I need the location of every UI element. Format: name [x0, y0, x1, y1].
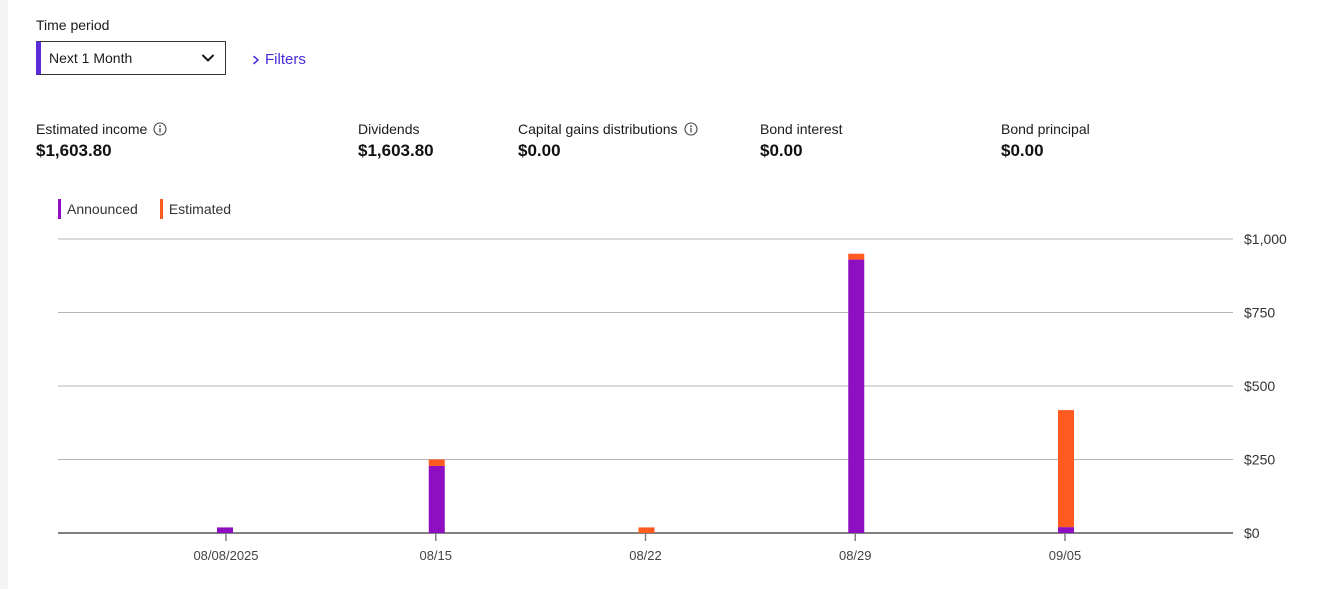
chart-legend: Announced Estimated — [58, 199, 231, 219]
stat-label: Estimated income — [36, 121, 148, 137]
stat-value: $1,603.80 — [358, 141, 434, 160]
legend-label: Announced — [67, 201, 138, 217]
legend-label: Estimated — [168, 201, 232, 217]
time-period-value: Next 1 Month — [49, 50, 133, 66]
x-tick-label: 08/22 — [629, 548, 662, 563]
y-tick-label: $500 — [1244, 378, 1275, 394]
stat-estimated-income: Estimated income $1,603.80 — [36, 121, 167, 161]
stat-value: $0.00 — [1001, 141, 1044, 160]
y-tick-label: $750 — [1244, 305, 1275, 321]
stat-dividends: Dividends $1,603.80 — [358, 121, 434, 161]
bar-estimated — [1058, 410, 1074, 528]
y-tick-label: $0 — [1244, 525, 1260, 541]
info-icon[interactable] — [153, 122, 167, 136]
bar-estimated — [848, 253, 865, 260]
stat-bond-principal: Bond principal $0.00 — [1001, 121, 1090, 161]
x-tick-label: 08/08/2025 — [193, 548, 258, 563]
filters-label: Filters — [265, 51, 306, 68]
stat-value: $0.00 — [760, 141, 803, 160]
stat-value: $0.00 — [518, 141, 561, 160]
chevron-down-icon — [202, 54, 214, 62]
stat-capital-gains: Capital gains distributions $0.00 — [518, 121, 698, 161]
stat-label: Dividends — [358, 121, 420, 137]
y-tick-label: $1,000 — [1244, 231, 1287, 247]
x-tick-label: 08/29 — [839, 548, 872, 563]
bar-announced — [1058, 527, 1074, 533]
time-period-label: Time period — [36, 17, 110, 33]
legend-item-estimated: Estimated — [159, 199, 232, 219]
stat-label: Bond interest — [760, 121, 843, 137]
y-tick-label: $250 — [1244, 452, 1275, 468]
bar-estimated — [638, 527, 655, 533]
time-period-dropdown[interactable]: Next 1 Month — [36, 41, 226, 75]
stat-bond-interest: Bond interest $0.00 — [760, 121, 843, 161]
info-icon[interactable] — [683, 122, 698, 136]
stat-label: Capital gains distributions — [518, 121, 678, 137]
bar-estimated — [428, 459, 445, 466]
x-tick-label: 08/15 — [419, 548, 452, 563]
bar-announced — [848, 259, 865, 533]
left-edge-strip — [0, 0, 8, 589]
legend-swatch-estimated — [159, 199, 163, 219]
filters-toggle[interactable]: Filters — [252, 51, 306, 68]
chevron-right-icon — [253, 55, 259, 64]
stat-label: Bond principal — [1001, 121, 1090, 137]
bar-announced — [428, 465, 445, 533]
legend-swatch-announced — [58, 199, 61, 219]
stat-value: $1,603.80 — [36, 141, 112, 160]
income-bar-chart: $1,000 $750 $500 $250 $0 08/08/2025 08/15 08/22… — [58, 231, 1287, 563]
x-tick-label: 09/05 — [1049, 548, 1082, 563]
bar-announced — [217, 527, 233, 533]
legend-item-announced: Announced — [58, 199, 138, 219]
